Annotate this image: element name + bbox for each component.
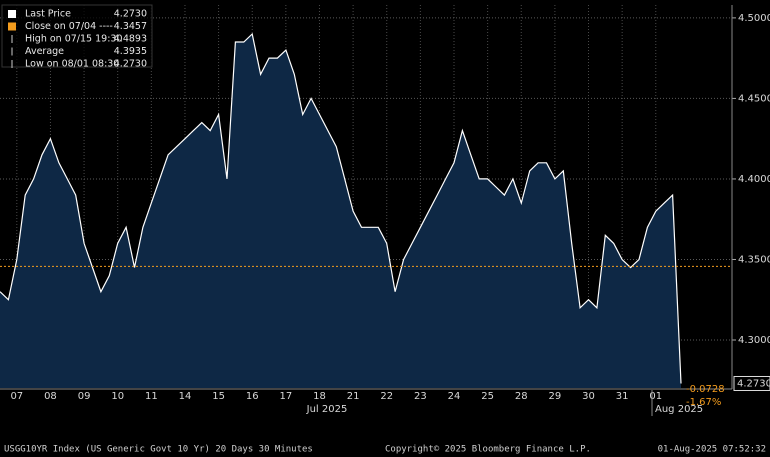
line — [0, 32, 682, 384]
x-tick-label: 25 — [481, 391, 494, 402]
x-tick-label: 17 — [279, 391, 292, 402]
month-label: Aug 2025 — [655, 404, 703, 415]
x-tick-label: 15 — [212, 391, 225, 402]
x-tick-label: 16 — [246, 391, 259, 402]
x-tick-label: 18 — [313, 391, 326, 402]
area — [0, 34, 681, 388]
legend-value: 4.2730 — [114, 59, 147, 70]
x-tick-label: 22 — [380, 391, 393, 402]
x-tick-label: 23 — [414, 391, 427, 402]
legend-label: High on 07/15 19:30 — [25, 34, 122, 45]
footer-right: 01-Aug-2025 07:52:32 — [658, 445, 766, 455]
y-tick-label: 4.4000 — [738, 174, 770, 185]
legend-icon — [8, 22, 16, 31]
x-tick-label: 07 — [10, 391, 23, 402]
month-label: Jul 2025 — [306, 404, 348, 415]
legend-label: Average — [25, 46, 64, 57]
x-tick-label: 31 — [616, 391, 629, 402]
change-pct: -1.67% — [686, 397, 721, 408]
legend-box — [1, 4, 153, 68]
legend-label: Last Price — [25, 9, 71, 20]
legend-label: Low on 08/01 08:30 — [25, 59, 119, 70]
x-tick-label: 11 — [145, 391, 158, 402]
x-tick-label: 24 — [448, 391, 461, 402]
x-tick-label: 10 — [111, 391, 124, 402]
legend-value: 4.3935 — [114, 46, 147, 57]
legend-value: 4.2730 — [114, 9, 147, 20]
x-tick-label: 08 — [44, 391, 57, 402]
footer-center: Copyright© 2025 Bloomberg Finance L.P. — [385, 445, 591, 455]
x-tick-label: 01 — [649, 391, 662, 402]
x-tick-label: 14 — [179, 391, 192, 402]
x-tick-label: 09 — [78, 391, 91, 402]
y-tick-label: 4.4500 — [738, 93, 770, 104]
y-tick-label: 4.5000 — [738, 13, 770, 24]
footer-left: USGG10YR Index (US Generic Govt 10 Yr) 2… — [4, 445, 313, 455]
change: -0.0728 — [686, 384, 725, 395]
legend-icon — [8, 10, 16, 18]
x-tick-label: 21 — [347, 391, 360, 402]
legend-label: Close on 07/04 ---- — [25, 21, 113, 32]
x-tick-label: 30 — [582, 391, 595, 402]
last-label: 4.2730 — [737, 378, 770, 389]
legend-value: 4.3457 — [114, 21, 147, 32]
legend-value: 4.4893 — [114, 34, 147, 45]
y-tick-label: 4.3500 — [738, 254, 770, 265]
y-tick-label: 4.3000 — [738, 335, 770, 346]
x-tick-label: 29 — [549, 391, 562, 402]
x-tick-label: 28 — [515, 391, 528, 402]
last-label-box — [733, 375, 770, 391]
